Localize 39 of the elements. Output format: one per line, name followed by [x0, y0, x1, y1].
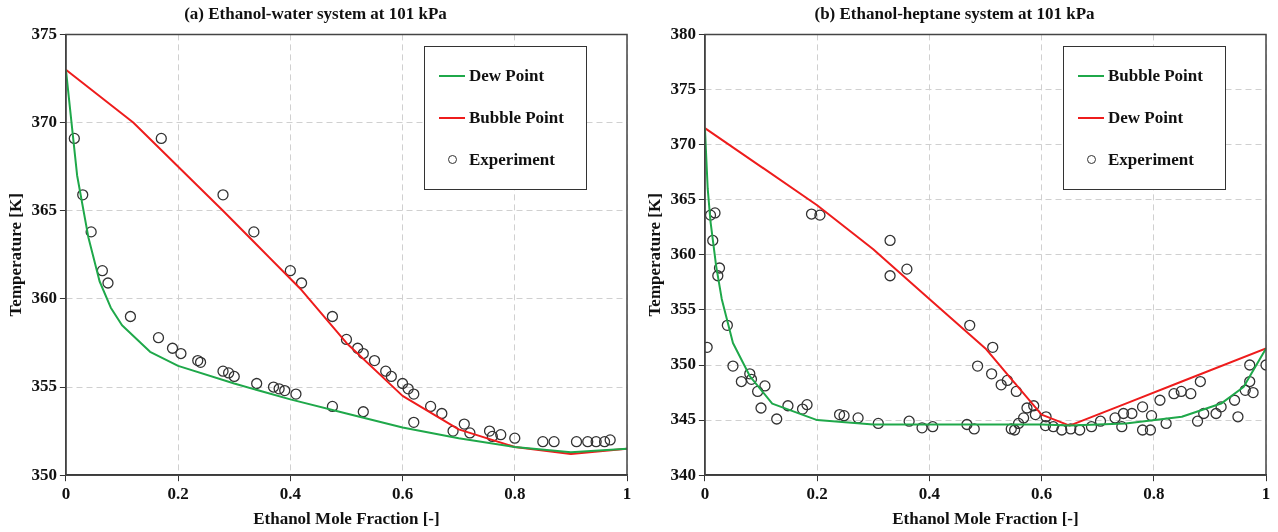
y-tick-label: 365 [31, 200, 57, 220]
x-tick-label: 1 [1261, 483, 1271, 503]
chart-title: (b) Ethanol-heptane system at 101 kPa [814, 3, 1096, 23]
x-tick-label: 0.2 [806, 483, 828, 503]
legend-label: Dew Point [1108, 108, 1184, 129]
y-tick-label: 350 [31, 464, 57, 484]
legend-label: Experiment [1108, 150, 1194, 171]
y-tick-label: 370 [31, 111, 57, 131]
y-tick-label: 380 [670, 23, 696, 43]
y-tick-label: 355 [31, 376, 57, 396]
y-tick-label: 350 [670, 354, 696, 374]
chart-title: (a) Ethanol-water system at 101 kPa [184, 3, 448, 23]
x-tick-label: 0.8 [504, 483, 526, 503]
x-tick-label: 0.6 [391, 483, 414, 503]
legend-label: Bubble Point [1108, 66, 1203, 87]
y-tick-label: 370 [670, 133, 696, 153]
y-tick-label: 360 [670, 244, 696, 264]
y-tick-label: 355 [670, 299, 696, 319]
x-tick-label: 0.4 [279, 483, 302, 503]
x-tick-label: 0 [61, 483, 71, 503]
x-tick-label: 1 [622, 483, 632, 503]
legend-label: Bubble Point [469, 108, 564, 129]
y-tick-label: 375 [670, 78, 696, 98]
x-axis-title: Ethanol Mole Fraction [-] [253, 509, 440, 529]
legend-label: Experiment [469, 150, 555, 171]
y-axis-title: Temperature [K] [5, 193, 25, 317]
legend-label: Dew Point [469, 66, 545, 87]
y-tick-label: 365 [670, 189, 696, 209]
y-tick-label: 345 [670, 409, 696, 429]
y-tick-label: 375 [31, 23, 57, 43]
x-tick-label: 0.8 [1143, 483, 1165, 503]
x-tick-label: 0.2 [167, 483, 189, 503]
x-tick-label: 0 [700, 483, 710, 503]
y-axis-title: Temperature [K] [644, 193, 664, 317]
x-tick-label: 0.6 [1030, 483, 1053, 503]
x-axis-title: Ethanol Mole Fraction [-] [892, 509, 1079, 529]
y-tick-label: 360 [31, 288, 57, 308]
x-tick-label: 0.4 [918, 483, 941, 503]
y-tick-label: 340 [670, 464, 696, 484]
